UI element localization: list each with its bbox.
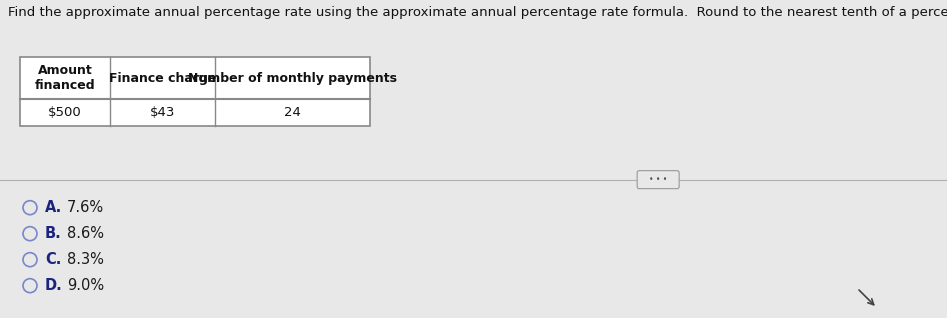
Text: $43: $43 xyxy=(150,106,175,119)
Text: 9.0%: 9.0% xyxy=(67,278,104,293)
Text: $500: $500 xyxy=(48,106,81,119)
Text: 8.3%: 8.3% xyxy=(67,252,104,267)
Text: Amount
financed: Amount financed xyxy=(35,64,96,92)
Text: A.: A. xyxy=(45,200,63,215)
Text: Finance charge: Finance charge xyxy=(109,72,216,85)
Circle shape xyxy=(23,253,37,267)
Text: • • •: • • • xyxy=(649,175,668,184)
Circle shape xyxy=(23,227,37,241)
Text: 8.6%: 8.6% xyxy=(67,226,104,241)
Text: Number of monthly payments: Number of monthly payments xyxy=(188,72,397,85)
Text: 24: 24 xyxy=(284,106,301,119)
Text: C.: C. xyxy=(45,252,62,267)
Bar xyxy=(20,57,370,126)
Text: Find the approximate annual percentage rate using the approximate annual percent: Find the approximate annual percentage r… xyxy=(8,6,947,19)
Text: B.: B. xyxy=(45,226,62,241)
FancyBboxPatch shape xyxy=(637,171,679,189)
Circle shape xyxy=(23,201,37,215)
Text: 7.6%: 7.6% xyxy=(67,200,104,215)
Circle shape xyxy=(23,279,37,293)
Text: D.: D. xyxy=(45,278,63,293)
